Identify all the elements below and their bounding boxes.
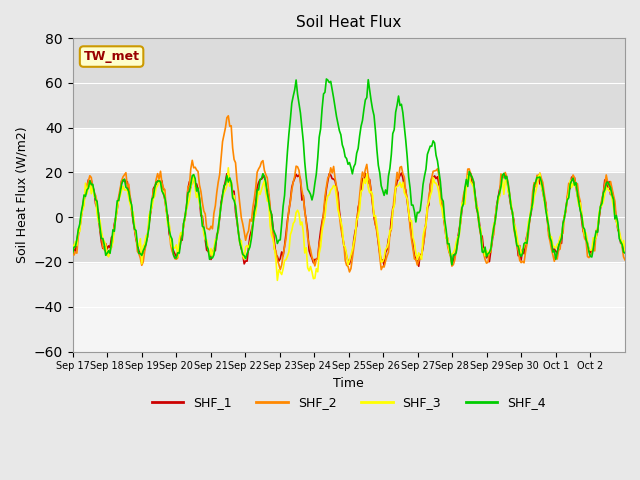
Title: Soil Heat Flux: Soil Heat Flux bbox=[296, 15, 401, 30]
Bar bbox=[72, 172, 625, 262]
Bar bbox=[72, 38, 625, 128]
Text: TW_met: TW_met bbox=[84, 50, 140, 63]
X-axis label: Time: Time bbox=[333, 377, 364, 390]
Legend: SHF_1, SHF_2, SHF_3, SHF_4: SHF_1, SHF_2, SHF_3, SHF_4 bbox=[147, 391, 551, 414]
Y-axis label: Soil Heat Flux (W/m2): Soil Heat Flux (W/m2) bbox=[15, 127, 28, 263]
